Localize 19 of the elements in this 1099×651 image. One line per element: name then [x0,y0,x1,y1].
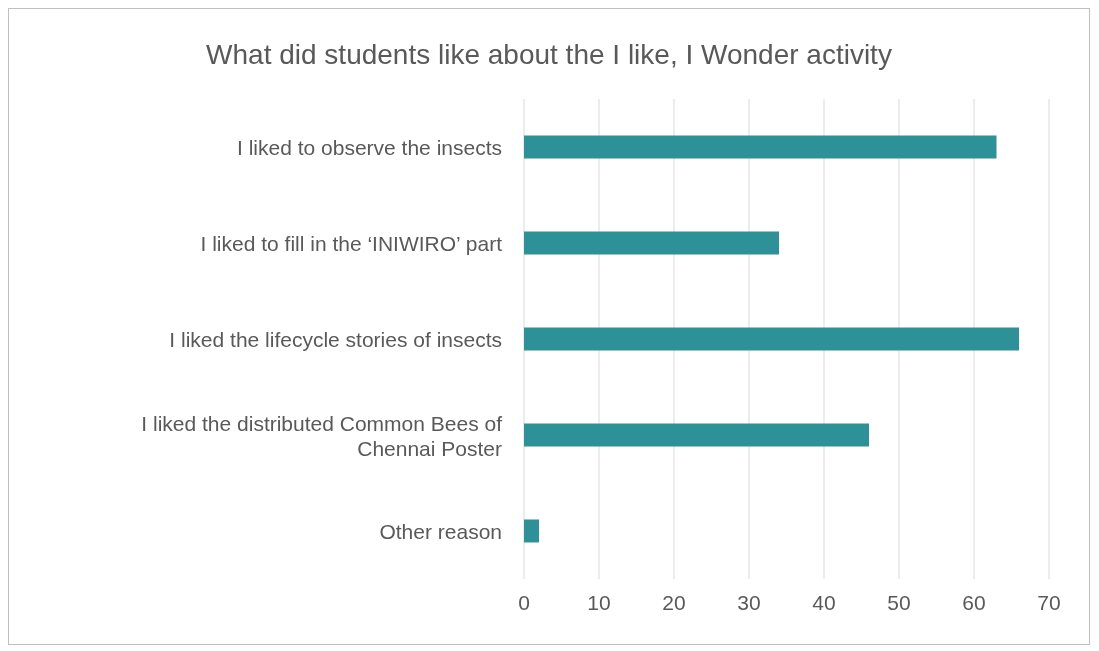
chart-title: What did students like about the I like, I Wonder activity [205,38,893,72]
x-tick-label: 10 [587,590,611,614]
x-tick-label: 70 [1037,590,1061,614]
y-tick-label: Other reason [379,519,502,543]
bar [524,423,869,447]
x-tick-label: 30 [737,590,761,614]
y-tick-label: I liked the distributed Common Bees of Chennai Poster [141,411,503,459]
bar [524,327,1019,351]
bar [524,231,779,255]
x-tick-label: 50 [887,590,911,614]
x-tick-label: 0 [518,590,530,614]
bar [524,135,997,159]
y-tick-label: I liked to observe the insects [237,135,502,159]
x-tick-label: 20 [662,590,686,614]
x-tick-label: 60 [962,590,986,614]
y-tick-label: I liked the lifecycle stories of insects [169,327,502,351]
bar [524,519,539,543]
x-tick-label: 40 [812,590,836,614]
y-tick-label: I liked to fill in the ‘INIWIRO’ part [200,231,503,255]
